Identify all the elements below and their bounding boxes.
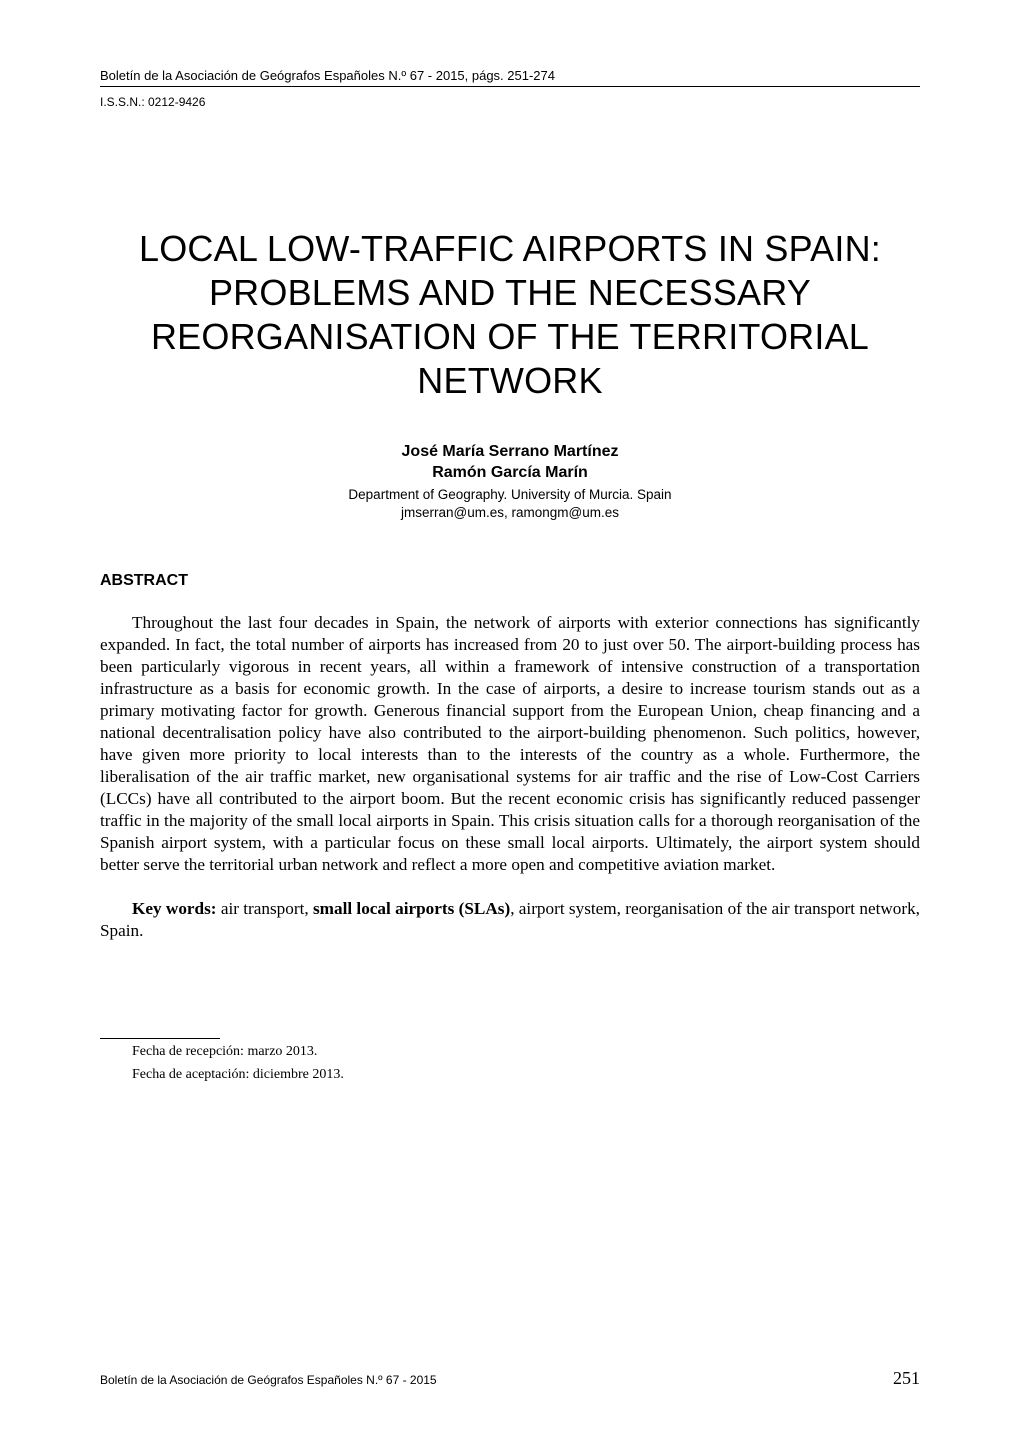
footnote-rule — [100, 1038, 220, 1039]
top-meta-bar: Boletín de la Asociación de Geógrafos Es… — [100, 68, 920, 87]
page-number: 251 — [893, 1368, 920, 1389]
abstract-heading: ABSTRACT — [100, 572, 920, 590]
authors-block: José María Serrano Martínez Ramón García… — [100, 441, 920, 523]
page-footer: Boletín de la Asociación de Geógrafos Es… — [100, 1368, 920, 1389]
keywords-before: air transport, — [217, 899, 313, 918]
keywords-paragraph: Key words: air transport, small local ai… — [100, 898, 920, 942]
paper-title: LOCAL LOW-TRAFFIC AIRPORTS IN SPAIN: PRO… — [100, 227, 920, 403]
affiliation: Department of Geography. University of M… — [100, 486, 920, 504]
footer-journal: Boletín de la Asociación de Geógrafos Es… — [100, 1373, 437, 1387]
footnote-aceptacion: Fecha de aceptación: diciembre 2013. — [100, 1066, 920, 1084]
keywords-bold: small local airports (SLAs) — [313, 899, 510, 918]
author-2: Ramón García Marín — [100, 462, 920, 484]
issn-line: I.S.S.N.: 0212-9426 — [100, 95, 920, 109]
abstract-text: Throughout the last four decades in Spai… — [100, 612, 920, 876]
journal-line: Boletín de la Asociación de Geógrafos Es… — [100, 68, 920, 83]
keywords-label: Key words: — [132, 899, 217, 918]
footnote-recepcion: Fecha de recepción: marzo 2013. — [100, 1043, 920, 1061]
author-emails: jmserran@um.es, ramongm@um.es — [100, 504, 920, 522]
author-1: José María Serrano Martínez — [100, 441, 920, 463]
